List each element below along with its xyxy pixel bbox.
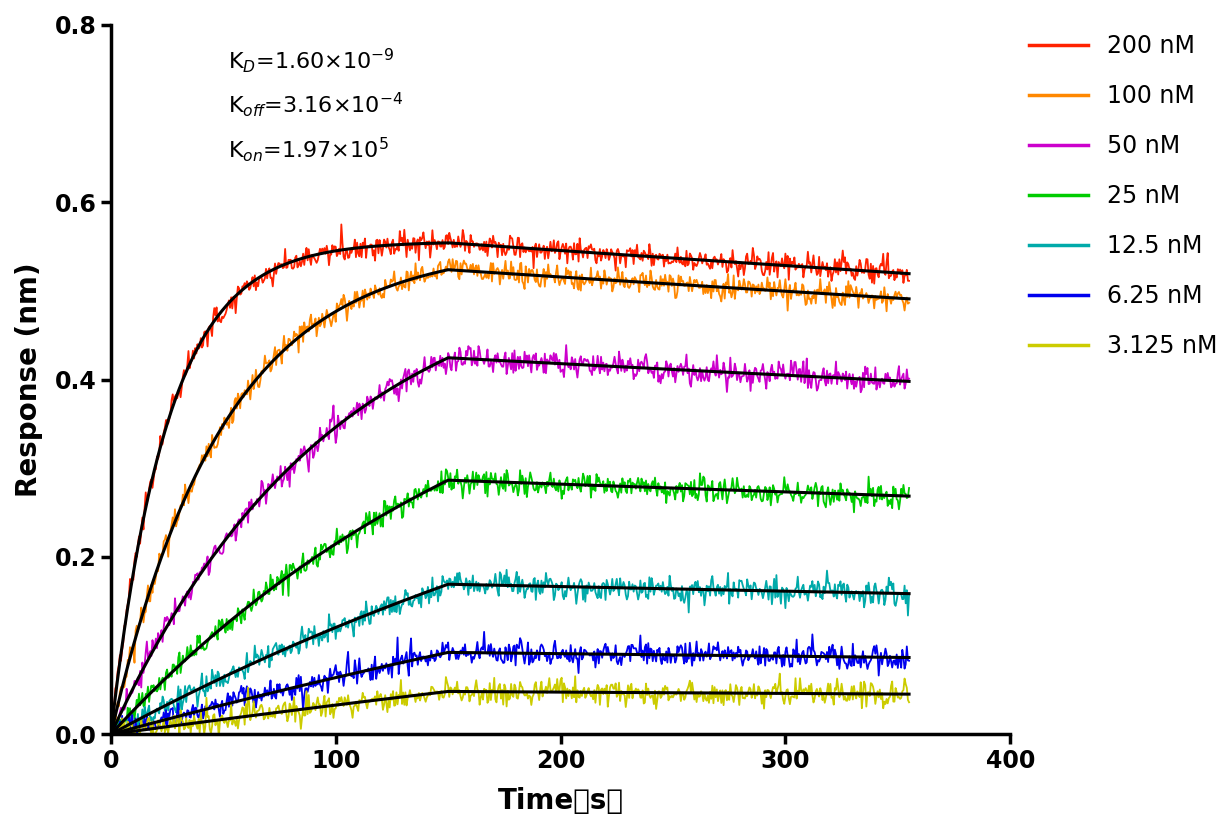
Text: K$_D$=1.60×10$^{-9}$
K$_{off}$=3.16×10$^{-4}$
K$_{on}$=1.97×10$^{5}$: K$_D$=1.60×10$^{-9}$ K$_{off}$=3.16×10$^… [228, 46, 403, 164]
Y-axis label: Response (nm): Response (nm) [15, 262, 43, 497]
X-axis label: Time（s）: Time（s） [498, 787, 623, 815]
Legend: 200 nM, 100 nM, 50 nM, 25 nM, 12.5 nM, 6.25 nM, 3.125 nM: 200 nM, 100 nM, 50 nM, 25 nM, 12.5 nM, 6… [1019, 25, 1226, 367]
